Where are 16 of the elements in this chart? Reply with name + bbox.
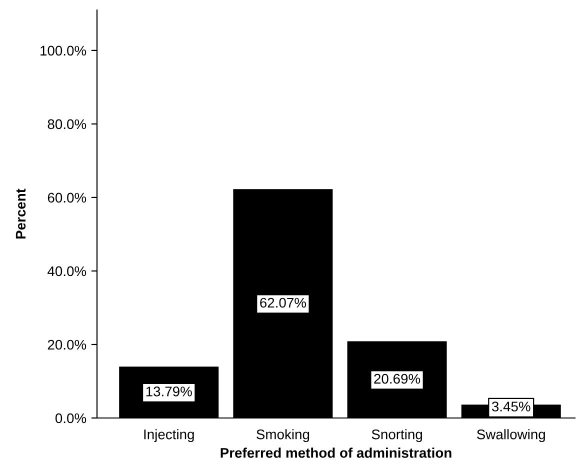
x-tick-label: Swallowing (477, 429, 545, 442)
x-axis-title: Preferred method of administration (220, 448, 452, 458)
data-label: 13.79% (146, 386, 192, 396)
x-tick-label: Snorting (372, 429, 422, 442)
y-tick-label: 20.0% (48, 340, 86, 350)
x-tick-label: Injecting (144, 429, 194, 442)
x-tick-label: Smoking (256, 429, 310, 442)
y-tick-label: 80.0% (48, 119, 86, 130)
y-axis-title: Percent (16, 188, 26, 239)
data-label: 3.45% (492, 402, 530, 412)
y-tick-label: 100.0% (40, 46, 86, 56)
data-label: 62.07% (260, 298, 306, 308)
y-tick-label: 40.0% (48, 266, 86, 276)
data-label: 20.69% (374, 374, 420, 384)
y-tick-label: 0.0% (55, 413, 86, 424)
y-tick-label: 60.0% (48, 192, 86, 203)
